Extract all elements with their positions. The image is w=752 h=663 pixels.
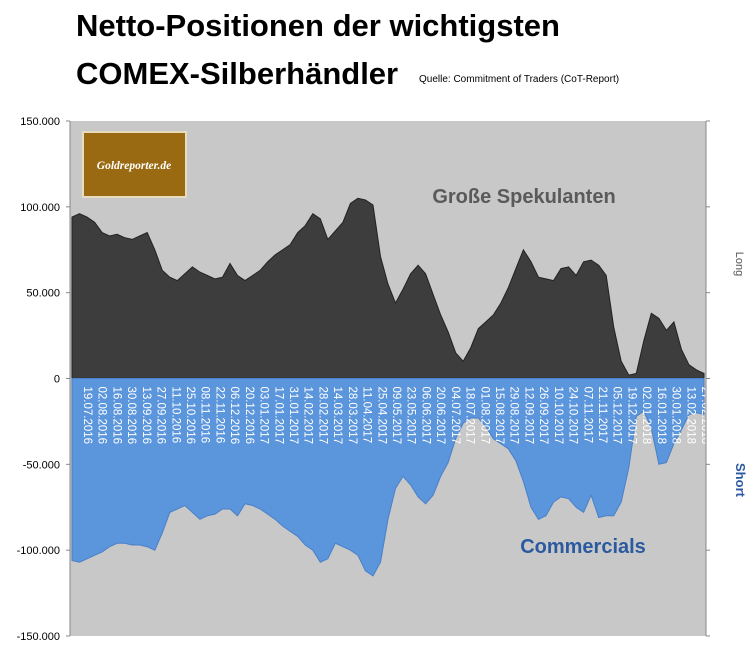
x-date-label: 29.08.2017	[508, 387, 520, 445]
x-axis-date-labels: 19.07.2016 02.08.2016 16.08.2016 30.08.2016…	[81, 386, 711, 444]
logo-background	[82, 131, 187, 198]
source-note: Quelle: Commitment of Traders (CoT-Repor…	[419, 74, 620, 85]
x-date-label: 09.05.2017	[390, 387, 402, 445]
x-date-label: 06.06.2017	[419, 387, 431, 445]
y-tick-label: 100.000	[20, 202, 60, 214]
x-date-label: 02.01.2018	[640, 387, 652, 445]
x-date-label: 13.02.2018	[684, 386, 696, 444]
x-date-label: 21.11.2017	[596, 387, 608, 444]
x-date-label: 24.10.2017	[567, 386, 579, 444]
x-date-label: 19.12.2017	[625, 387, 637, 445]
x-date-label: 20.12.2016	[243, 386, 255, 444]
x-date-label: 10.10.2017	[552, 386, 564, 444]
x-date-label: 25.04.2017	[375, 386, 387, 444]
chart-title-line-2: COMEX-Silberhändler	[76, 56, 399, 91]
x-date-label: 08.11.2016	[199, 387, 211, 444]
x-date-label: 11.04.2017	[361, 386, 373, 443]
x-date-label: 25.10.2016	[184, 387, 196, 445]
x-date-label: 28.03.2017	[346, 386, 358, 444]
y-axis: 150.000 100.000 50.000 0 -50.000 -100.000 -150…	[17, 116, 710, 643]
chart-title-line-1: Netto-Positionen der wichtigsten	[76, 8, 560, 43]
x-date-label: 20.06.2017	[434, 387, 446, 445]
x-date-label: 30.08.2016	[125, 387, 137, 445]
area-speculators	[71, 197, 705, 379]
x-date-label: 12.09.2017	[522, 387, 534, 445]
x-date-label: 14.02.2017	[302, 387, 314, 445]
right-axis-label-long: Long	[733, 252, 745, 276]
logo-text: Goldreporter.de	[97, 160, 171, 172]
y-tick-label: -50.000	[23, 459, 60, 471]
y-tick-label: -150.000	[17, 631, 60, 643]
x-date-label: 31.01.2017	[287, 387, 299, 445]
y-tick-label: -100.000	[17, 545, 60, 557]
x-date-label: 16.08.2016	[110, 387, 122, 445]
x-date-label: 15.08.2017	[493, 387, 505, 445]
series-areas	[71, 197, 705, 577]
x-date-label: 04.07.2017	[449, 386, 461, 444]
y-tick-label: 0	[54, 374, 60, 386]
x-date-label: 05.12.2017	[611, 387, 623, 445]
x-date-label: 23.05.2017	[405, 387, 417, 445]
x-date-label: 14.03.2017	[331, 387, 343, 445]
logo: Goldreporter.de	[82, 131, 187, 198]
y-tick-label: 50.000	[26, 288, 60, 300]
x-date-label: 07.11.2017	[581, 386, 593, 443]
y-tick-label: 150.000	[20, 116, 60, 128]
x-date-label: 30.01.2018	[670, 386, 682, 444]
x-date-label: 19.07.2016	[81, 387, 93, 445]
x-date-label: 01.08.2017	[478, 386, 490, 444]
x-date-label: 26.09.2017	[537, 387, 549, 445]
x-date-label: 18.07.2017	[464, 386, 476, 444]
right-axis-label-short: Short	[733, 463, 748, 498]
area-commercials	[71, 378, 705, 577]
x-date-label: 06.12.2016	[228, 387, 240, 445]
x-date-label: 28.02.2017	[316, 387, 328, 445]
x-date-label: 17.01.2017	[272, 386, 284, 444]
x-date-label: 16.01.2018	[655, 386, 667, 444]
x-date-label: 27.09.2016	[155, 386, 167, 444]
series-label-commercials: Commercials	[520, 536, 646, 558]
x-date-label: 03.01.2017	[258, 386, 270, 444]
x-date-label: 22.11.2016	[213, 387, 225, 444]
x-date-label: 02.08.2016	[96, 387, 108, 445]
x-date-label: 11.10.2016	[169, 386, 181, 443]
x-date-label: 27.02.2018	[699, 387, 711, 445]
series-label-speculators: Große Spekulanten	[432, 186, 615, 208]
x-date-label: 13.09.2016	[140, 386, 152, 444]
